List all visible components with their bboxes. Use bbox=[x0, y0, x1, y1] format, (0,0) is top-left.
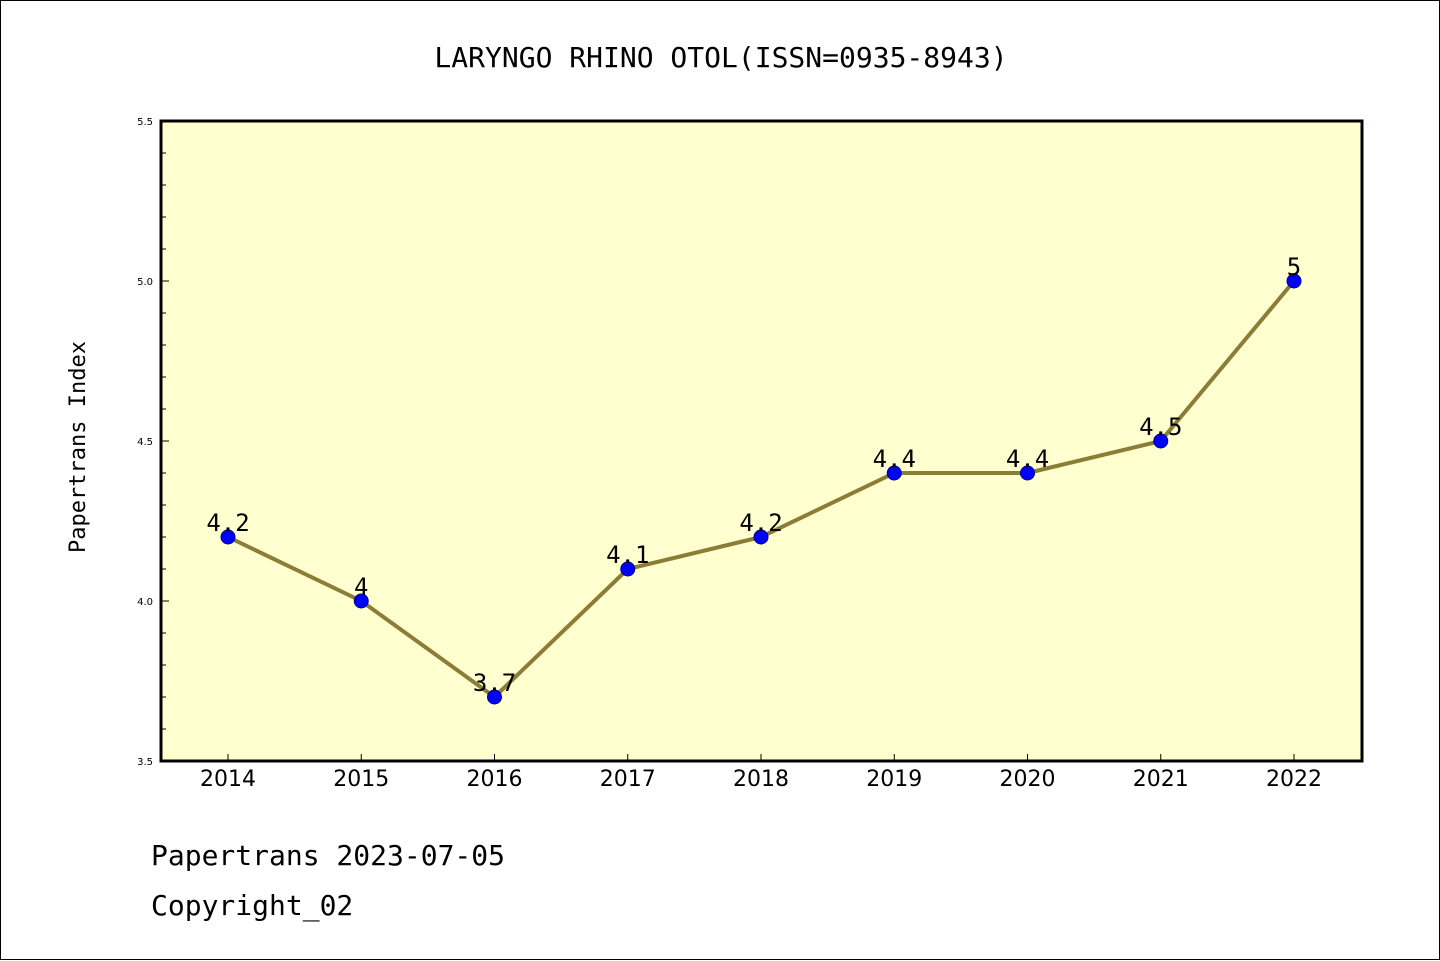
data-point bbox=[220, 529, 236, 545]
data-point bbox=[487, 689, 502, 705]
data-point bbox=[353, 593, 369, 609]
x-tick-label: 2018 bbox=[733, 767, 789, 792]
data-point bbox=[753, 529, 769, 545]
y-axis-label: Papertrans Index bbox=[66, 341, 91, 553]
data-label: 4.1 bbox=[606, 541, 649, 569]
data-point bbox=[1153, 433, 1169, 449]
data-labels-group: 4.2 4 3.7 4.1 4.2 4.4 4.4 4.5 5 bbox=[206, 253, 1301, 697]
x-tick-label: 2022 bbox=[1266, 767, 1322, 792]
data-label: 3.7 bbox=[473, 669, 516, 697]
x-axis: 2014 2015 2016 2017 2018 2019 2020 2021 2022 bbox=[200, 754, 1322, 792]
data-point bbox=[620, 561, 636, 577]
data-label: 4 bbox=[354, 573, 368, 601]
data-label: 4.4 bbox=[1006, 445, 1049, 473]
y-tick-label: 5.0 bbox=[137, 277, 153, 288]
x-tick-label: 2016 bbox=[467, 767, 523, 792]
data-label: 5 bbox=[1287, 253, 1301, 281]
x-tick-label: 2017 bbox=[600, 767, 656, 792]
footer-date: Papertrans 2023-07-05 bbox=[151, 839, 505, 872]
data-point bbox=[1020, 465, 1035, 481]
data-label: 4.5 bbox=[1139, 413, 1182, 441]
x-tick-label: 2020 bbox=[1000, 767, 1056, 792]
data-label: 4.2 bbox=[206, 509, 249, 537]
x-tick-label: 2021 bbox=[1133, 767, 1189, 792]
x-tick-label: 2019 bbox=[866, 767, 922, 792]
data-label: 4.4 bbox=[873, 445, 916, 473]
footer-copyright: Copyright_02 bbox=[151, 889, 353, 923]
data-point bbox=[1286, 273, 1302, 289]
y-tick-label: 4.0 bbox=[137, 597, 153, 608]
chart-title: LARYNGO RHINO OTOL(ISSN=0935-8943) bbox=[434, 41, 1007, 74]
x-tick-label: 2015 bbox=[333, 767, 389, 792]
data-point bbox=[886, 465, 902, 481]
y-axis: 3.5 4.0 4.5 5.0 5.5 bbox=[137, 117, 169, 768]
y-tick-label: 4.5 bbox=[137, 437, 153, 448]
data-label: 4.2 bbox=[739, 509, 782, 537]
y-tick-label: 3.5 bbox=[137, 757, 153, 768]
y-tick-label: 5.5 bbox=[137, 117, 153, 128]
x-tick-label: 2014 bbox=[200, 767, 256, 792]
plot-area bbox=[159, 119, 1364, 763]
series-points-group bbox=[220, 273, 1302, 705]
